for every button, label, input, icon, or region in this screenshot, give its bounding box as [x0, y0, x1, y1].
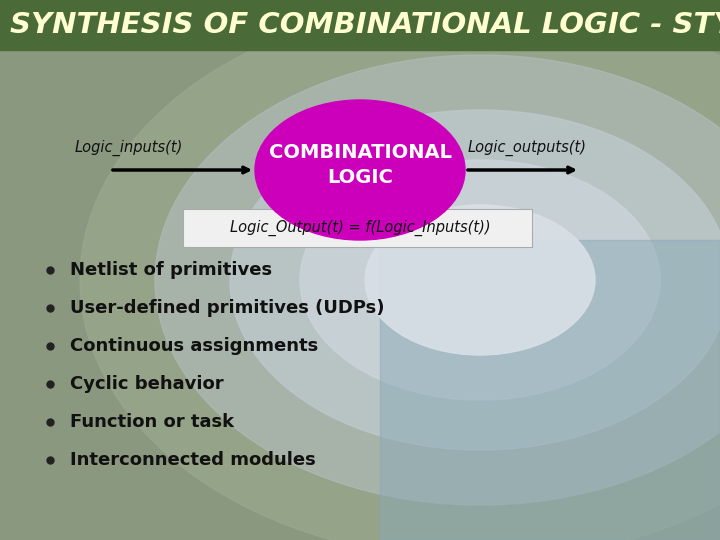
- Text: User-defined primitives (UDPs): User-defined primitives (UDPs): [70, 299, 384, 317]
- Ellipse shape: [300, 160, 660, 400]
- Ellipse shape: [255, 100, 465, 240]
- Text: Netlist of primitives: Netlist of primitives: [70, 261, 272, 279]
- Text: COMBINATIONAL
LOGIC: COMBINATIONAL LOGIC: [269, 143, 451, 187]
- Text: Logic_outputs(t): Logic_outputs(t): [468, 140, 587, 156]
- Text: Logic_inputs(t): Logic_inputs(t): [75, 140, 184, 156]
- Text: Continuous assignments: Continuous assignments: [70, 337, 318, 355]
- Text: Logic_Output(t) = f(Logic_Inputs(t)): Logic_Output(t) = f(Logic_Inputs(t)): [230, 220, 490, 236]
- FancyBboxPatch shape: [183, 209, 532, 247]
- Bar: [0, 0, 720, 50]
- Ellipse shape: [230, 110, 720, 450]
- Ellipse shape: [80, 0, 720, 540]
- Text: Cyclic behavior: Cyclic behavior: [70, 375, 224, 393]
- Text: Interconnected modules: Interconnected modules: [70, 451, 316, 469]
- Ellipse shape: [155, 55, 720, 505]
- Text: SYNTHESIS OF COMBINATIONAL LOGIC - STYLES: SYNTHESIS OF COMBINATIONAL LOGIC - STYLE…: [10, 11, 720, 39]
- Text: Function or task: Function or task: [70, 413, 234, 431]
- Ellipse shape: [365, 205, 595, 355]
- Bar: [380, 240, 720, 540]
